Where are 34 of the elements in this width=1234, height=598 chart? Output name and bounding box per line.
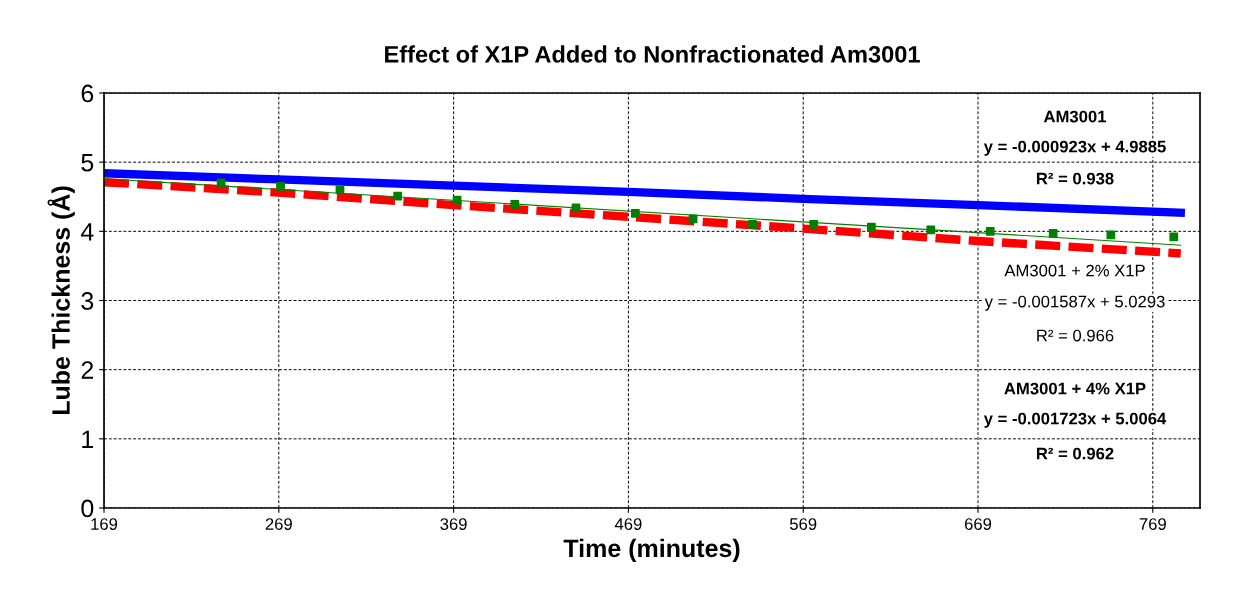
annotation: AM3001 + 2% X1P xyxy=(1004,264,1145,277)
y-axis-title: Lube Thickness (Å) xyxy=(47,186,75,415)
annotation: y = -0.001723x + 5.0064 xyxy=(983,412,1167,428)
point xyxy=(1106,230,1116,240)
point xyxy=(1169,232,1179,242)
annotation: y = -0.001587x + 5.0293 xyxy=(984,295,1165,311)
y-tick-label: 5 xyxy=(81,154,94,172)
x-tick-label: 469 xyxy=(614,518,642,530)
x-tick-label: 269 xyxy=(265,518,292,530)
y-tick-label: 1 xyxy=(82,430,94,448)
x-tick-label: 669 xyxy=(964,518,992,530)
point xyxy=(748,220,757,229)
point xyxy=(809,220,819,229)
point xyxy=(1048,229,1058,238)
y-tick-label: 2 xyxy=(81,361,94,379)
y-tick-label: 6 xyxy=(81,84,94,103)
x-tick-label: 769 xyxy=(1139,518,1166,530)
annotation: y = -0.000923x + 4.9885 xyxy=(983,140,1166,156)
x-axis-title: Time (minutes) xyxy=(563,538,740,563)
annotation: R² = 0.938 xyxy=(1036,172,1114,185)
x-tick-label: 569 xyxy=(789,518,817,530)
point xyxy=(276,182,285,191)
annotation: R² = 0.962 xyxy=(1036,447,1114,460)
x-tick-label: 169 xyxy=(91,518,118,530)
x-tick-label: 369 xyxy=(440,518,467,530)
point xyxy=(985,226,995,236)
chart-title: Effect of X1P Added to Nonfractionated Am3001 xyxy=(385,45,920,63)
annotation: AM3001 + 4% X1P xyxy=(1004,382,1146,395)
point xyxy=(631,208,640,218)
y-tick-label: 0 xyxy=(81,499,94,518)
annotation: AM3001 xyxy=(1043,110,1107,123)
y-tick-label: 4 xyxy=(80,223,94,241)
y-tick-label: 3 xyxy=(81,292,94,310)
annotation: R² = 0.966 xyxy=(1037,329,1114,342)
